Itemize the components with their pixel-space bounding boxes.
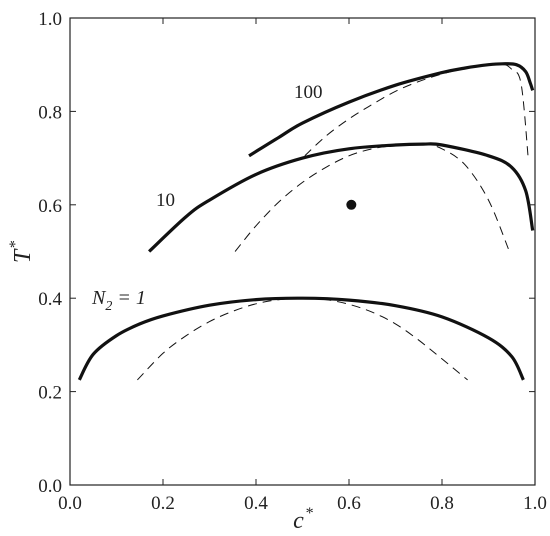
x-axis-title: c* (293, 505, 313, 534)
y-axis-title: T* (7, 241, 36, 263)
x-tick-label: 0.4 (244, 493, 268, 514)
x-tick-label: 0.0 (58, 493, 82, 514)
x-tick-label: 1.0 (523, 493, 547, 514)
x-tick-label: 0.8 (430, 493, 454, 514)
x-tick-label: 0.2 (151, 493, 175, 514)
solid-curve-4 (248, 62, 535, 158)
dashed-curve-1 (137, 297, 468, 381)
x-tick-label: 0.6 (337, 493, 361, 514)
y-tick-label: 0.4 (38, 289, 62, 310)
solid-curve-2 (148, 142, 535, 253)
y-tick-label: 1.0 (38, 9, 62, 30)
dashed-curve-5 (304, 63, 529, 157)
curves (77, 62, 535, 381)
curve-label-n2-1: N2 = 1 (91, 287, 146, 314)
dashed-curve-3 (234, 143, 510, 252)
data-point-marker (346, 199, 357, 210)
y-tick-label: 0.6 (38, 196, 62, 217)
curve-label-100: 100 (294, 82, 323, 103)
y-axis-ticks: 0.0 0.2 0.4 0.6 0.8 1.0 (38, 9, 535, 497)
y-tick-label: 0.8 (38, 102, 62, 123)
solid-curve-0 (77, 296, 525, 381)
y-tick-label: 0.2 (38, 383, 62, 404)
y-tick-label: 0.0 (38, 476, 62, 497)
curve-label-10: 10 (156, 190, 175, 211)
plot-frame (69, 17, 536, 486)
x-axis-ticks: 0.0 0.2 0.4 0.6 0.8 1.0 (58, 18, 547, 514)
